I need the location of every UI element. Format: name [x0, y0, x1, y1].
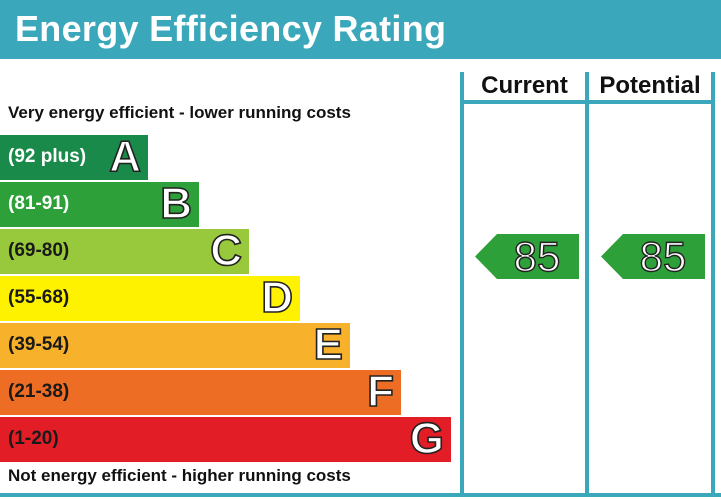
band-b-range: (81-91): [8, 193, 70, 214]
band-d-range: (55-68): [8, 287, 70, 308]
band-e-range: (39-54): [8, 334, 70, 355]
band-c: (69-80) C: [0, 226, 249, 275]
potential-column-header: Potential: [599, 72, 701, 99]
band-g: (1-20) G: [0, 414, 451, 463]
page-title: Energy Efficiency Rating: [15, 8, 447, 49]
table-header-rule: [460, 100, 715, 104]
band-f: (21-38) F: [0, 367, 401, 416]
band-e-letter: E: [313, 320, 344, 369]
bottom-caption: Not energy efficient - higher running co…: [8, 466, 351, 485]
current-arrow-shape: [475, 234, 579, 279]
band-b-letter: B: [159, 179, 192, 228]
band-c-letter: C: [209, 226, 242, 275]
header-bar: Energy Efficiency Rating: [0, 0, 721, 59]
band-f-letter: F: [366, 367, 394, 416]
current-rating-arrow: 85: [475, 233, 579, 280]
potential-rating-arrow: 85: [601, 233, 705, 280]
table-bottom-rule: [0, 493, 721, 497]
band-a-letter: A: [108, 132, 141, 181]
band-g-letter: G: [409, 414, 445, 463]
band-d-letter: D: [260, 273, 293, 322]
band-a: (92 plus) A: [0, 132, 148, 181]
top-caption: Very energy efficient - lower running co…: [8, 103, 351, 122]
band-e: (39-54) E: [0, 320, 350, 369]
table-divider-left: [460, 72, 464, 496]
table-divider-right: [711, 72, 715, 496]
band-g-range: (1-20): [8, 428, 59, 449]
band-d: (55-68) D: [0, 273, 300, 322]
band-f-range: (21-38): [8, 381, 70, 402]
potential-rating-value: 85: [639, 233, 687, 280]
band-b: (81-91) B: [0, 179, 199, 228]
band-c-range: (69-80): [8, 240, 70, 261]
band-a-range: (92 plus): [8, 146, 87, 167]
current-rating-value: 85: [513, 233, 561, 280]
current-column-header: Current: [481, 72, 568, 99]
potential-arrow-shape: [601, 234, 705, 279]
table-divider-middle: [585, 72, 589, 496]
